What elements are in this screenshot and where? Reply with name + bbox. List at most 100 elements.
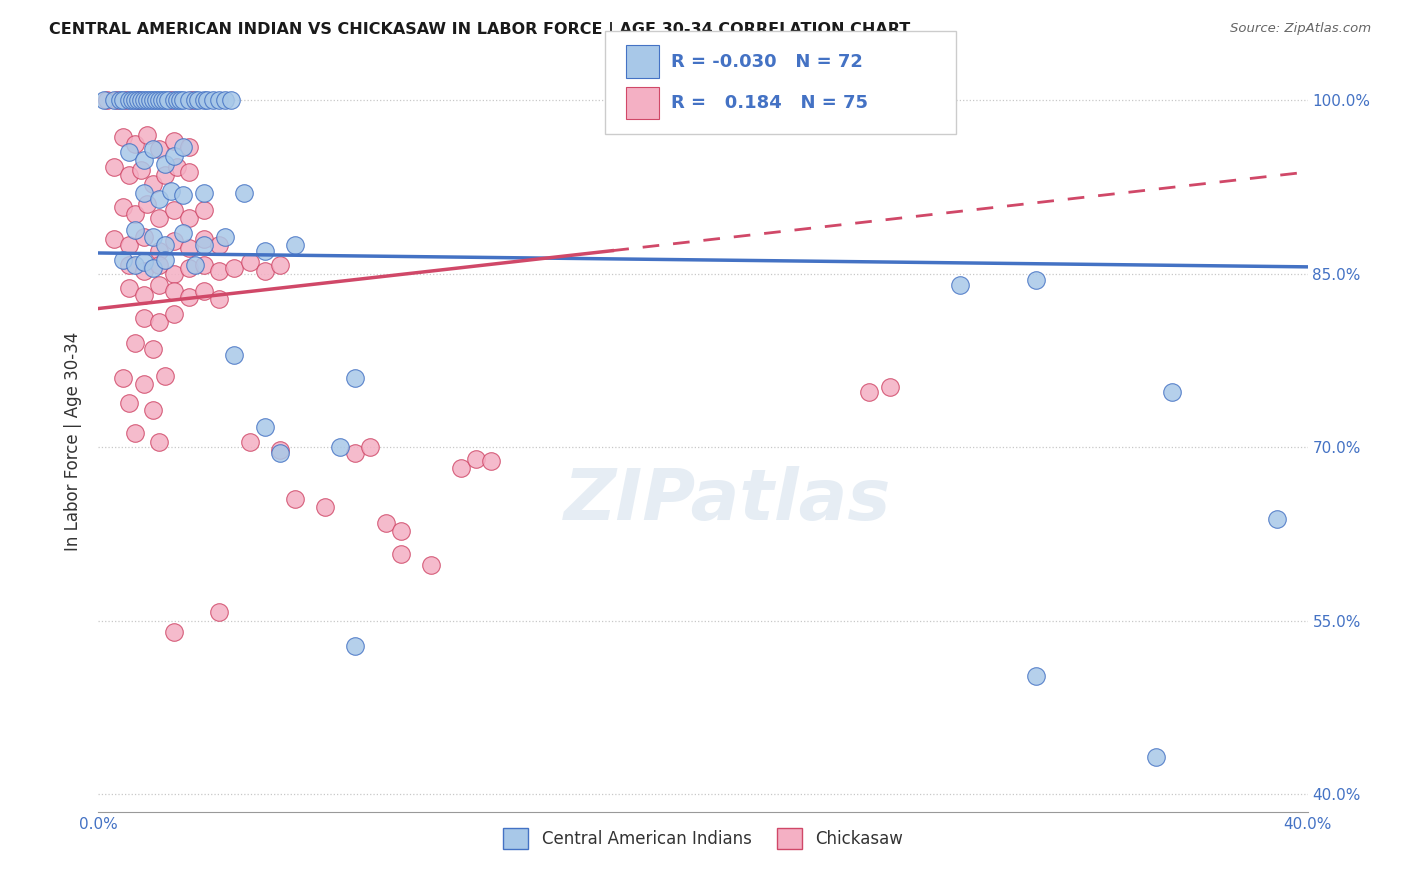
Y-axis label: In Labor Force | Age 30-34: In Labor Force | Age 30-34 bbox=[65, 332, 83, 551]
Point bbox=[118, 169, 141, 183]
Point bbox=[187, 93, 209, 107]
Point bbox=[124, 426, 146, 441]
Point bbox=[142, 142, 165, 156]
Point bbox=[1024, 272, 1046, 286]
Point bbox=[284, 492, 307, 507]
Point bbox=[179, 290, 201, 304]
Point bbox=[179, 211, 201, 226]
Point bbox=[124, 336, 146, 351]
Point bbox=[118, 238, 141, 252]
Point bbox=[105, 93, 128, 107]
Point bbox=[150, 93, 173, 107]
Point bbox=[163, 267, 186, 281]
Point bbox=[193, 284, 215, 298]
Point bbox=[374, 516, 396, 530]
Point bbox=[108, 93, 131, 107]
Point bbox=[344, 640, 367, 654]
Point bbox=[148, 258, 170, 272]
Point bbox=[148, 192, 170, 206]
Point bbox=[96, 93, 118, 107]
Point bbox=[103, 161, 125, 175]
Point bbox=[132, 310, 155, 325]
Point bbox=[111, 130, 134, 145]
Point bbox=[129, 93, 152, 107]
Point bbox=[224, 260, 246, 275]
Point bbox=[181, 93, 204, 107]
Point bbox=[103, 93, 125, 107]
Point bbox=[420, 558, 443, 573]
Text: Source: ZipAtlas.com: Source: ZipAtlas.com bbox=[1230, 22, 1371, 36]
Text: R =   0.184   N = 75: R = 0.184 N = 75 bbox=[671, 94, 868, 112]
Point bbox=[253, 419, 276, 434]
Point bbox=[184, 93, 207, 107]
Point bbox=[148, 211, 170, 226]
Point bbox=[163, 93, 186, 107]
Point bbox=[132, 186, 155, 200]
Point bbox=[329, 440, 352, 454]
Point bbox=[142, 403, 165, 417]
Point bbox=[163, 307, 186, 321]
Point bbox=[314, 500, 336, 515]
Point bbox=[148, 244, 170, 258]
Point bbox=[132, 255, 155, 269]
Point bbox=[163, 235, 186, 249]
Point bbox=[221, 93, 243, 107]
Point bbox=[389, 524, 412, 538]
Point bbox=[269, 442, 291, 457]
Point bbox=[239, 255, 262, 269]
Point bbox=[232, 186, 254, 200]
Point bbox=[1160, 384, 1182, 399]
Point bbox=[169, 93, 191, 107]
Point bbox=[858, 384, 880, 399]
Point bbox=[269, 258, 291, 272]
Point bbox=[184, 258, 207, 272]
Point bbox=[124, 207, 146, 221]
Point bbox=[132, 376, 155, 391]
Point bbox=[132, 287, 155, 301]
Point bbox=[163, 134, 186, 148]
Point bbox=[214, 229, 236, 244]
Text: CENTRAL AMERICAN INDIAN VS CHICKASAW IN LABOR FORCE | AGE 30-34 CORRELATION CHAR: CENTRAL AMERICAN INDIAN VS CHICKASAW IN … bbox=[49, 22, 911, 38]
Point bbox=[163, 284, 186, 298]
Point bbox=[208, 238, 231, 252]
Point bbox=[124, 223, 146, 237]
Point bbox=[1024, 669, 1046, 683]
Point bbox=[111, 93, 134, 107]
Point bbox=[208, 292, 231, 306]
Point bbox=[160, 184, 183, 198]
Point bbox=[360, 440, 382, 454]
Point bbox=[166, 93, 188, 107]
Point bbox=[166, 161, 188, 175]
Point bbox=[148, 142, 170, 156]
Point bbox=[118, 396, 141, 410]
Point bbox=[179, 139, 201, 153]
Point bbox=[111, 252, 134, 267]
Point bbox=[208, 605, 231, 619]
Point bbox=[153, 157, 176, 171]
Point bbox=[93, 93, 115, 107]
Point bbox=[193, 93, 215, 107]
Point bbox=[118, 93, 141, 107]
Point bbox=[949, 278, 972, 293]
Point bbox=[142, 229, 165, 244]
Point bbox=[135, 93, 157, 107]
Point bbox=[1267, 512, 1289, 526]
Point bbox=[179, 165, 201, 179]
Point bbox=[193, 186, 215, 200]
Point bbox=[879, 380, 901, 394]
Point bbox=[344, 446, 367, 460]
Point bbox=[142, 93, 165, 107]
Point bbox=[344, 371, 367, 385]
Point bbox=[153, 252, 176, 267]
Point bbox=[193, 258, 215, 272]
Point bbox=[195, 93, 218, 107]
Text: R = -0.030   N = 72: R = -0.030 N = 72 bbox=[671, 53, 862, 70]
Point bbox=[153, 93, 176, 107]
Point bbox=[269, 446, 291, 460]
Point bbox=[145, 93, 167, 107]
Point bbox=[118, 258, 141, 272]
Point bbox=[135, 197, 157, 211]
Point bbox=[172, 139, 194, 153]
Point bbox=[132, 153, 155, 168]
Point bbox=[111, 371, 134, 385]
